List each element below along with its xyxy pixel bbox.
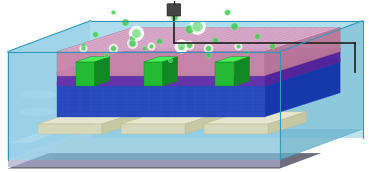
Ellipse shape bbox=[186, 24, 230, 38]
Polygon shape bbox=[280, 21, 363, 160]
Polygon shape bbox=[144, 62, 163, 86]
Polygon shape bbox=[268, 112, 306, 134]
Polygon shape bbox=[8, 129, 363, 160]
Polygon shape bbox=[11, 141, 60, 153]
Polygon shape bbox=[8, 160, 280, 167]
Polygon shape bbox=[215, 62, 234, 86]
Ellipse shape bbox=[19, 108, 57, 116]
Polygon shape bbox=[57, 83, 265, 117]
Polygon shape bbox=[57, 48, 340, 72]
Polygon shape bbox=[57, 72, 265, 86]
Polygon shape bbox=[94, 57, 110, 86]
Polygon shape bbox=[38, 124, 102, 134]
Polygon shape bbox=[11, 130, 64, 143]
Polygon shape bbox=[144, 57, 178, 62]
Polygon shape bbox=[204, 124, 268, 134]
Polygon shape bbox=[8, 21, 363, 52]
Polygon shape bbox=[91, 21, 363, 138]
Polygon shape bbox=[11, 148, 60, 160]
Polygon shape bbox=[265, 48, 340, 86]
Polygon shape bbox=[8, 52, 280, 160]
Polygon shape bbox=[102, 112, 140, 134]
Polygon shape bbox=[76, 57, 110, 62]
Ellipse shape bbox=[19, 90, 57, 99]
Polygon shape bbox=[204, 112, 306, 124]
Polygon shape bbox=[8, 153, 321, 169]
FancyBboxPatch shape bbox=[167, 4, 181, 16]
Polygon shape bbox=[8, 21, 91, 160]
Polygon shape bbox=[57, 52, 265, 76]
Polygon shape bbox=[121, 124, 185, 134]
Polygon shape bbox=[57, 58, 340, 83]
Polygon shape bbox=[265, 58, 340, 117]
Polygon shape bbox=[185, 112, 223, 134]
Polygon shape bbox=[38, 112, 140, 124]
Polygon shape bbox=[265, 28, 340, 76]
Polygon shape bbox=[121, 112, 223, 124]
Polygon shape bbox=[163, 57, 178, 86]
Polygon shape bbox=[57, 28, 340, 52]
Polygon shape bbox=[76, 62, 94, 86]
Polygon shape bbox=[234, 57, 249, 86]
Ellipse shape bbox=[246, 24, 290, 38]
Ellipse shape bbox=[216, 24, 260, 38]
Polygon shape bbox=[11, 134, 60, 146]
Polygon shape bbox=[215, 57, 249, 62]
